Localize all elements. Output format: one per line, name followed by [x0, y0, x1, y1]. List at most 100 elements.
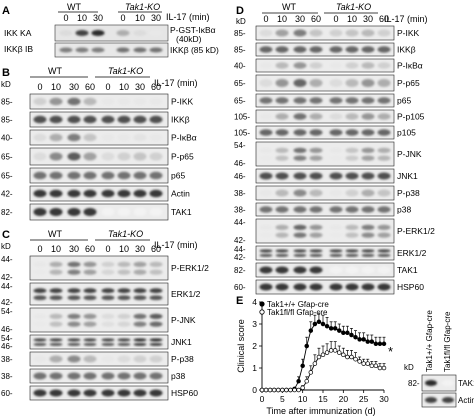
blot-strip — [255, 262, 395, 278]
band — [83, 338, 97, 342]
band — [133, 355, 147, 363]
band — [329, 29, 343, 37]
band — [275, 249, 289, 253]
blot-label: p38 — [171, 371, 185, 381]
data-point — [337, 328, 342, 333]
blot-strip — [255, 245, 395, 261]
panel-b-lane-label: 10 — [119, 82, 129, 92]
band — [133, 389, 147, 397]
band — [49, 342, 63, 346]
band — [361, 172, 375, 180]
band — [149, 295, 163, 301]
band — [83, 152, 97, 161]
band — [101, 355, 115, 363]
panel-c-group-ko: Tak1-KO — [108, 229, 143, 239]
blot-label: HSP60 — [171, 388, 198, 398]
band — [117, 313, 131, 320]
band — [67, 97, 81, 106]
band — [329, 189, 343, 197]
mw-marker: 82- — [1, 208, 13, 217]
data-point — [320, 321, 326, 327]
blot-label: P-p65 — [171, 152, 194, 162]
mw-marker: 65- — [234, 79, 246, 88]
ikkb-ib-band — [116, 47, 130, 53]
blot-label: p38 — [397, 205, 411, 215]
band — [329, 266, 343, 274]
band — [345, 189, 359, 197]
band — [259, 266, 273, 274]
band — [309, 113, 323, 120]
band — [293, 206, 307, 213]
band — [309, 172, 323, 180]
band — [275, 46, 289, 53]
band — [293, 253, 307, 257]
panel-b: B WT Tak1-KO IL-17 (min) kD 0 10 30 60 0 10 30… — [1, 66, 198, 221]
band — [149, 372, 163, 380]
blot-strip — [29, 147, 169, 166]
legend-marker — [259, 309, 265, 315]
band — [309, 147, 323, 154]
blot-label: p65 — [171, 171, 185, 181]
panel-d-lane-label: 0 — [263, 14, 268, 24]
mw-marker: 46- — [234, 172, 246, 181]
band — [377, 62, 391, 69]
blot-label: p105 — [397, 128, 416, 138]
band — [33, 208, 47, 216]
blot-strip — [255, 93, 395, 108]
data-point — [320, 352, 326, 358]
band — [49, 269, 63, 275]
ikkb-ib-band — [149, 47, 163, 53]
band — [67, 152, 81, 161]
blot-strip — [29, 368, 169, 384]
blot-label: P-ERK1/2 — [397, 226, 435, 236]
blot-strip — [29, 111, 169, 128]
band — [377, 224, 391, 231]
band — [293, 129, 307, 136]
band — [83, 208, 97, 216]
panel-c-lane-label: 0 — [37, 244, 42, 254]
band — [101, 208, 115, 216]
mw-marker: 42- — [1, 298, 13, 307]
blot-label: P-IκBα — [397, 61, 423, 71]
data-point — [377, 365, 383, 371]
band — [33, 189, 47, 198]
inset-lane-label-1: Tak1+/+ Gfap-cre — [425, 310, 434, 372]
blot-label: TAK1 — [397, 265, 418, 275]
y-tick-label: 3 — [252, 319, 257, 329]
panel-d-group-wt: WT — [282, 2, 296, 12]
panel-c-group-wt: WT — [48, 229, 62, 239]
blot-label: Actin — [171, 189, 190, 199]
inset-band — [442, 380, 454, 386]
blot-strip — [255, 168, 395, 184]
blot-strip — [255, 25, 395, 41]
data-point — [332, 348, 338, 353]
band — [309, 224, 323, 231]
band — [67, 321, 81, 327]
mw-marker: 46- — [1, 325, 13, 334]
blot-label: JNK1 — [171, 337, 192, 347]
band — [83, 171, 97, 180]
band — [67, 342, 81, 346]
data-point — [259, 387, 265, 393]
panel-c-kd: kD — [1, 242, 11, 251]
panel-a-left-label-2: IKKβ IB — [4, 44, 33, 54]
band — [117, 295, 131, 301]
band — [329, 129, 343, 136]
data-point — [263, 387, 269, 393]
panel-a-left-label-1: IKK KA — [4, 28, 32, 38]
blot-strip — [255, 185, 395, 201]
band — [117, 133, 131, 142]
band — [133, 338, 147, 342]
band — [49, 261, 63, 268]
band — [101, 338, 115, 342]
blot-strip — [29, 185, 169, 202]
band — [149, 342, 163, 346]
band — [361, 129, 375, 136]
mw-marker: 42- — [234, 253, 246, 262]
band — [377, 266, 391, 274]
band — [345, 253, 359, 257]
panel-c-lane-label: 60 — [151, 244, 161, 254]
panel-d-lane-label: 10 — [277, 14, 287, 24]
band — [101, 269, 115, 275]
